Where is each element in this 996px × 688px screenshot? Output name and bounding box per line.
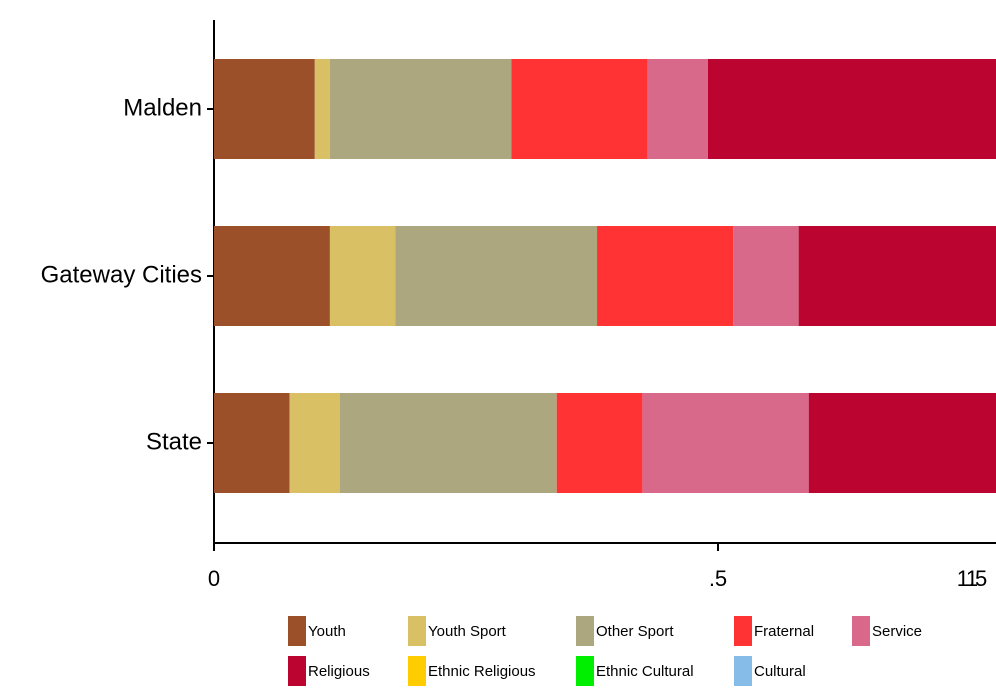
x-tick-label: .5 bbox=[709, 566, 727, 591]
bar-segment bbox=[808, 393, 996, 493]
x-tick-label: 1.5 bbox=[957, 566, 988, 591]
bar-segment bbox=[214, 226, 330, 326]
bar-segment bbox=[340, 393, 557, 493]
legend-swatch bbox=[576, 616, 594, 646]
legend-swatch bbox=[408, 616, 426, 646]
legend-label: Ethnic Cultural bbox=[596, 663, 694, 680]
legend-label: Youth Sport bbox=[428, 623, 507, 640]
bar-segment bbox=[329, 226, 396, 326]
legend-label: Fraternal bbox=[754, 623, 814, 640]
plot-area: 0 .5 11.5 Malden Gateway Cities State bbox=[41, 20, 996, 591]
x-tick-label: 0 bbox=[208, 566, 220, 591]
category-label: State bbox=[146, 428, 202, 455]
bar-segment bbox=[214, 393, 290, 493]
legend-label: Cultural bbox=[754, 663, 806, 680]
legend-label: Religious bbox=[308, 663, 370, 680]
x-tick-label: 1 bbox=[966, 566, 978, 591]
bar-segment bbox=[556, 393, 643, 493]
bar-segment bbox=[511, 59, 648, 159]
bar-segment bbox=[597, 226, 734, 326]
bar-segment bbox=[642, 393, 809, 493]
bar-segment bbox=[395, 226, 598, 326]
legend-label: Youth bbox=[308, 623, 346, 640]
legend-swatch bbox=[852, 616, 870, 646]
bar-segment bbox=[733, 226, 799, 326]
legend-swatch bbox=[288, 656, 306, 686]
bar-segment bbox=[329, 59, 512, 159]
legend-swatch bbox=[576, 656, 594, 686]
bar-segment bbox=[647, 59, 708, 159]
legend-label: Ethnic Religious bbox=[428, 663, 536, 680]
category-label: Gateway Cities bbox=[41, 261, 202, 288]
legend-swatch bbox=[734, 656, 752, 686]
legend-swatch bbox=[734, 616, 752, 646]
bar-segment bbox=[707, 59, 996, 159]
legend: Youth Youth Sport Other Sport Fraternal Serv… bbox=[288, 616, 922, 686]
bar-segment bbox=[314, 59, 330, 159]
legend-swatch bbox=[408, 656, 426, 686]
bar-segment bbox=[214, 59, 315, 159]
bar-segment bbox=[798, 226, 996, 326]
legend-swatch bbox=[288, 616, 306, 646]
legend-label: Service bbox=[872, 623, 922, 640]
bar-segment bbox=[289, 393, 340, 493]
category-label: Malden bbox=[123, 94, 202, 121]
legend-label: Other Sport bbox=[596, 623, 674, 640]
